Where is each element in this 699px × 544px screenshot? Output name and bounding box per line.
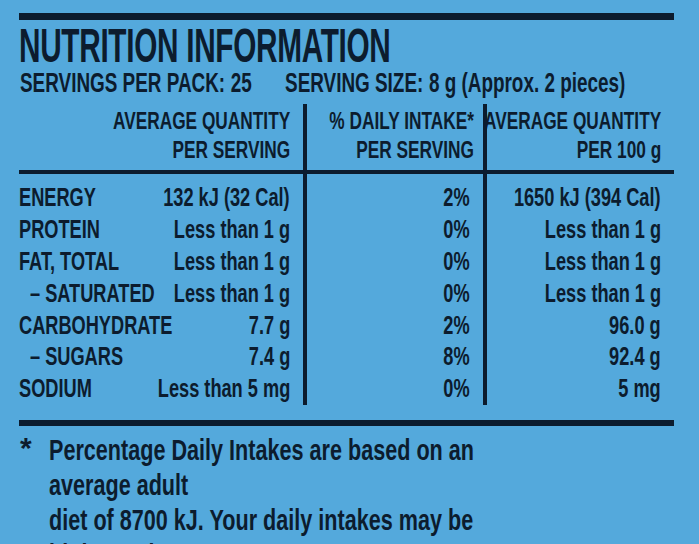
serving-size-label: SERVING SIZE: [285,68,423,98]
value-per-100g: Less than 1 g [545,278,661,310]
table-rows: ENERGY 132 kJ (32 Cal) 2% 1650 kJ (394 Cal)… [19,182,674,405]
nutrient-name: CARBOHYDRATE [19,310,172,342]
nutrition-table: AVERAGE QUANTITY PER SERVING % DAILY INT… [19,104,674,406]
nutrient-name: PROTEIN [19,214,100,246]
table-row: FAT, TOTAL Less than 1 g 0% Less than 1 g [19,246,674,278]
header-rule [19,170,674,174]
value-per-serving: 7.4 g [249,341,290,373]
value-daily-intake: 0% [444,246,470,278]
nutrient-name: ENERGY [19,182,96,214]
table-row: SODIUM Less than 5 mg 0% 5 mg [19,373,674,405]
value-daily-intake: 2% [444,182,470,214]
table-row: CARBOHYDRATE 7.7 g 2% 96.0 g [19,310,674,342]
value-daily-intake: 0% [444,278,470,310]
value-per-100g: 92.4 g [609,341,661,373]
value-per-100g: 1650 kJ (394 Cal) [514,182,661,214]
servings-per-pack-label: SERVINGS PER PACK: [20,68,225,98]
value-daily-intake: 8% [444,341,470,373]
servings-per-pack-value: 25 [231,68,252,98]
nutrient-name: – SUGARS [30,341,123,373]
table-row: PROTEIN Less than 1 g 0% Less than 1 g [19,214,674,246]
header-line: PER SERVING [113,135,290,164]
value-daily-intake: 0% [444,214,470,246]
header-line: AVERAGE QUANTITY [484,106,661,135]
value-per-100g: 5 mg [619,373,661,405]
header-per-100g: AVERAGE QUANTITY PER 100 g [415,106,661,164]
value-per-serving: Less than 1 g [174,246,290,278]
value-per-serving: Less than 1 g [174,278,290,310]
value-per-100g: 96.0 g [609,310,661,342]
nutrient-name: FAT, TOTAL [19,246,119,278]
table-row: ENERGY 132 kJ (32 Cal) 2% 1650 kJ (394 Cal) [19,182,674,214]
header-per-serving: AVERAGE QUANTITY PER SERVING [44,106,290,164]
value-per-100g: Less than 1 g [545,214,661,246]
header-line: PER 100 g [484,135,661,164]
nutrient-name: – SATURATED [30,278,155,310]
header-line: AVERAGE QUANTITY [113,106,290,135]
value-per-serving: 132 kJ (32 Cal) [164,182,290,214]
value-daily-intake: 0% [444,373,470,405]
value-daily-intake: 2% [444,310,470,342]
value-per-100g: Less than 1 g [545,246,661,278]
nutrition-panel: NUTRITION INFORMATION SERVINGS PER PACK:… [0,0,699,544]
footnote: * Percentage Daily Intakes are based on … [20,432,692,544]
bottom-rule [19,420,674,426]
nutrient-name: SODIUM [19,373,92,405]
footnote-text: Percentage Daily Intakes are based on an… [49,432,512,544]
value-per-serving: Less than 1 g [174,214,290,246]
value-per-serving: 7.7 g [249,310,290,342]
table-row: – SATURATED Less than 1 g 0% Less than 1 g [19,278,674,310]
panel-title: NUTRITION INFORMATION [19,22,391,70]
footnote-marker: * [20,430,32,465]
servings-line: SERVINGS PER PACK:25 SERVING SIZE:8 g (A… [20,70,625,97]
value-per-serving: Less than 5 mg [158,373,290,405]
table-row: – SUGARS 7.4 g 8% 92.4 g [19,341,674,373]
serving-size-value: 8 g (Approx. 2 pieces) [429,68,625,98]
